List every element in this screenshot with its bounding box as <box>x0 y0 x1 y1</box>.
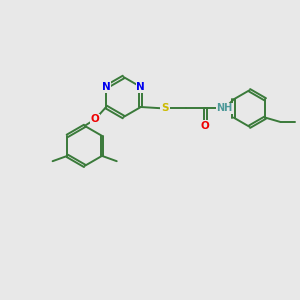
Text: O: O <box>201 121 210 130</box>
Text: NH: NH <box>216 103 232 113</box>
Text: N: N <box>102 82 110 92</box>
Text: N: N <box>136 82 145 92</box>
Text: S: S <box>161 103 169 113</box>
Text: O: O <box>91 114 99 124</box>
